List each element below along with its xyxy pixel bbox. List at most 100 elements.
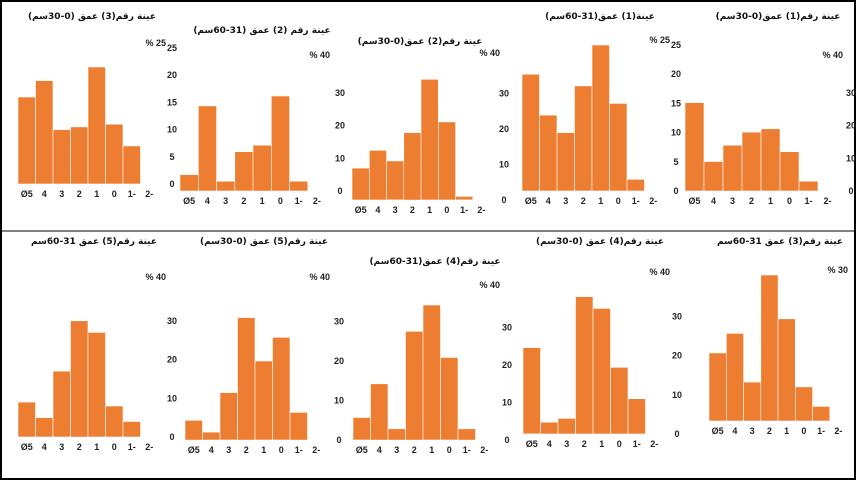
histogram-bar [254, 360, 273, 441]
x-tick-label: 1 [599, 439, 604, 449]
x-tick-label: 0 [617, 439, 622, 449]
x-tick-label: 0 [444, 205, 449, 215]
y-axis-label: % 25 [649, 35, 670, 45]
x-tick-label: 4 [42, 442, 47, 452]
x-tick-label: 1- [128, 442, 136, 452]
histogram-bar [198, 105, 217, 192]
y-tick-label: 0 [337, 186, 342, 196]
histogram-bar [289, 180, 309, 192]
x-tick-label: 3 [59, 189, 64, 199]
x-tick-label: 1- [295, 196, 303, 206]
x-tick-label: 0 [787, 196, 792, 206]
x-tick-label: 1- [632, 196, 640, 206]
histogram-bar [741, 131, 762, 192]
x-tick-label: 0 [616, 196, 621, 206]
histogram-bar [52, 129, 71, 185]
histogram-bar [370, 383, 389, 441]
y-axis-label: % 30 [827, 265, 848, 275]
y-tick-label: 30 [502, 323, 512, 333]
y-tick-label: 0 [848, 186, 853, 196]
histogram-bar [779, 151, 800, 192]
x-tick-label: 1 [598, 196, 603, 206]
y-tick-label: 20 [335, 121, 345, 131]
x-tick-label: 4 [546, 196, 551, 206]
histogram-bar [798, 180, 819, 192]
histogram-bar [184, 419, 203, 441]
histogram-bar [609, 103, 628, 192]
y-tick-label: 5 [169, 152, 174, 162]
x-tick-label: 1- [804, 196, 812, 206]
x-tick-label: Ø5 [688, 196, 700, 206]
histogram-bar [627, 398, 646, 435]
y-tick-label: 10 [499, 160, 509, 170]
x-tick-label: 3 [564, 439, 569, 449]
x-tick-label: 2 [582, 439, 587, 449]
x-tick-label: 4 [711, 196, 716, 206]
y-tick-label: 10 [334, 396, 344, 406]
histogram-bar [35, 417, 54, 438]
histogram-bar [556, 132, 575, 192]
x-tick-label: 3 [223, 196, 228, 206]
y-tick-label: 15 [167, 97, 177, 107]
histogram-bar [540, 421, 559, 435]
x-tick-label: 2 [241, 196, 246, 206]
y-tick-label: 10 [167, 393, 177, 403]
histogram-bar [521, 73, 540, 192]
y-axis-label: % 40 [479, 280, 500, 290]
panel-title: عينة رقم(3) عمق (0-30سم) [28, 12, 156, 22]
histogram-bar [35, 80, 54, 185]
panel-title: عينة رقم (2) عمق (31-60سم) [193, 26, 330, 36]
histogram-bar [422, 304, 441, 441]
histogram-bar [105, 405, 124, 438]
y-tick-label: 30 [672, 311, 682, 321]
histogram-bar [87, 66, 106, 185]
panel-title: عينة رقم(3) عمق 31-60سم [717, 237, 843, 247]
x-tick-label: 4 [732, 426, 737, 436]
histogram-bar [352, 417, 371, 441]
y-tick-label: 0 [169, 179, 174, 189]
histogram-bar [237, 317, 256, 441]
x-tick-label: 1 [94, 189, 99, 199]
x-tick-label: 2- [313, 196, 321, 206]
y-axis-label: % 25 [145, 38, 166, 48]
x-tick-label: Ø5 [355, 205, 367, 215]
y-tick-label: 25 [671, 40, 681, 50]
x-tick-label: 2 [749, 196, 754, 206]
x-tick-label: 3 [563, 196, 568, 206]
histogram-bar [52, 370, 71, 438]
y-axis-label: % 40 [479, 48, 500, 58]
y-tick-label: 0 [169, 432, 174, 442]
histogram-bar [722, 144, 743, 192]
x-tick-label: 4 [205, 196, 210, 206]
y-tick-label: 15 [671, 98, 681, 108]
histogram-bar [812, 406, 831, 422]
x-tick-label: Ø5 [183, 196, 195, 206]
histogram-bar [539, 114, 558, 192]
histogram-bar [557, 417, 576, 435]
y-tick-label: 30 [334, 317, 344, 327]
y-tick-label: 0 [674, 429, 679, 439]
y-axis-label: % 40 [822, 50, 843, 60]
y-tick-label: 30 [499, 89, 509, 99]
x-tick-label: 4 [547, 439, 552, 449]
panel-title: عينة(1) عمق(31-60سم) [545, 12, 655, 22]
histogram-bar [703, 161, 724, 192]
x-tick-label: 2- [145, 189, 153, 199]
x-tick-label: Ø5 [188, 445, 200, 455]
x-tick-label: 1 [94, 442, 99, 452]
x-tick-label: 1- [128, 189, 136, 199]
x-tick-label: Ø5 [712, 426, 724, 436]
x-tick-label: 0 [112, 189, 117, 199]
x-tick-label: Ø5 [356, 445, 368, 455]
y-tick-label: 20 [671, 69, 681, 79]
x-tick-label: 3 [750, 426, 755, 436]
y-tick-label: 10 [671, 128, 681, 138]
